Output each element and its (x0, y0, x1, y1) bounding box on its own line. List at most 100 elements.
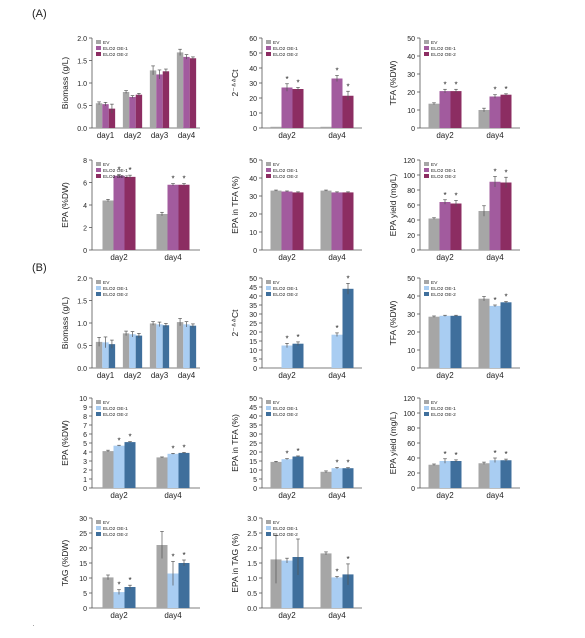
y-tick-label: 1.0 (247, 576, 257, 583)
bar (129, 96, 136, 128)
x-tick-label: day2 (278, 611, 296, 620)
legend-swatch (266, 162, 271, 166)
bar (95, 103, 103, 128)
x-tick-label: day4 (328, 371, 346, 380)
bar (189, 325, 197, 368)
y-tick-label: 0 (411, 126, 415, 133)
y-tick-label: 45 (249, 405, 257, 412)
legend-entry: ELO2 OE-2 (431, 174, 456, 180)
legend-entry: EV (273, 400, 280, 406)
legend-entry: ELO2 OE-2 (103, 412, 128, 418)
x-tick-label: day2 (278, 491, 296, 500)
bar (102, 577, 114, 608)
y-tick-label: 10 (249, 111, 257, 118)
y-tick-label: 50 (407, 36, 415, 43)
bar (113, 175, 125, 250)
y-tick-label: 0.5 (77, 344, 87, 351)
y-tick-label: 30 (249, 432, 257, 439)
y-tick-label: 0 (253, 486, 257, 493)
legend-swatch (424, 46, 429, 50)
significance-star: * (285, 334, 288, 343)
legend-swatch (96, 168, 101, 172)
bar (450, 461, 462, 488)
legend-swatch (424, 52, 429, 56)
x-tick-label: day2 (110, 611, 128, 620)
legend-entry: ELO2 OE-1 (431, 168, 456, 174)
bar (292, 343, 304, 368)
y-tick-label: 9 (83, 405, 87, 412)
significance-star: * (454, 80, 457, 89)
y-tick-label: 4 (83, 203, 87, 210)
y-tick-label: 40 (249, 176, 257, 183)
legend-swatch (266, 174, 271, 178)
bar (156, 545, 168, 608)
significance-star: * (443, 450, 446, 459)
y-tick-label: 20 (407, 233, 415, 240)
significance-star: * (171, 553, 174, 562)
legend-entry: ELO2 OE-1 (431, 286, 456, 292)
y-tick-label: 20 (249, 96, 257, 103)
significance-star: * (285, 450, 288, 459)
y-tick-label: 20 (249, 330, 257, 337)
legend-entry: EV (431, 40, 438, 46)
significance-star: * (346, 82, 349, 91)
panel-label-b: (B) (32, 262, 47, 274)
significance-star: * (285, 75, 288, 84)
x-tick-label: day2 (110, 253, 128, 262)
bar (489, 305, 501, 368)
legend-swatch (96, 280, 101, 284)
y-axis-label: EPA yield (mg/L) (388, 411, 398, 474)
bar (102, 104, 109, 128)
significance-star: * (117, 436, 120, 445)
bar (183, 56, 190, 128)
footnote-mark: · (32, 620, 35, 630)
y-tick-label: 0 (253, 126, 257, 133)
significance-star: * (443, 80, 446, 89)
bar (178, 563, 190, 608)
x-tick-label: day4 (328, 131, 346, 140)
legend-swatch (96, 40, 101, 44)
legend-entry: ELO2 OE-2 (431, 412, 456, 418)
y-tick-label: 5 (83, 441, 87, 448)
legend-entry: ELO2 OE-1 (431, 46, 456, 52)
x-tick-label: day2 (278, 253, 296, 262)
bar (183, 324, 190, 368)
significance-star: * (504, 450, 507, 459)
y-tick-label: 2.0 (77, 276, 87, 283)
bar (320, 126, 332, 128)
bar (450, 315, 462, 368)
legend-entry: ELO2 OE-2 (103, 174, 128, 180)
significance-star: * (504, 85, 507, 94)
y-tick-label: 0 (253, 366, 257, 373)
bar (489, 96, 501, 128)
bar (167, 573, 179, 608)
bar (342, 192, 354, 250)
bar (342, 288, 354, 368)
y-tick-label: 0 (83, 606, 87, 613)
y-tick-label: 30 (79, 516, 87, 523)
y-tick-label: 10 (249, 468, 257, 475)
y-axis-label: EPA in TFA (%) (230, 414, 240, 472)
y-tick-label: 30 (407, 72, 415, 79)
y-tick-label: 1.5 (77, 299, 87, 306)
y-tick-label: 80 (407, 188, 415, 195)
legend-entry: EV (103, 162, 110, 168)
significance-star: * (182, 551, 185, 560)
x-tick-label: day4 (164, 611, 182, 620)
bar (478, 298, 490, 368)
y-tick-label: 10 (407, 108, 415, 115)
bar (428, 218, 440, 250)
legend-swatch (424, 400, 429, 404)
y-tick-label: 20 (407, 90, 415, 97)
significance-star: * (128, 166, 131, 175)
bar (124, 442, 136, 488)
bar (428, 103, 440, 128)
y-tick-label: 20 (249, 212, 257, 219)
bar (292, 192, 304, 250)
y-tick-label: 0 (83, 486, 87, 493)
y-axis-label: Biomass (g/L) (60, 57, 70, 110)
y-tick-label: 0.0 (77, 366, 87, 373)
